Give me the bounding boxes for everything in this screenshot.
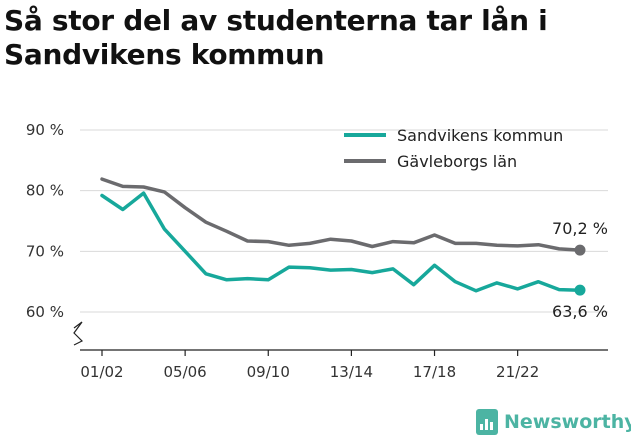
legend-label: Sandvikens kommun xyxy=(397,126,563,145)
x-tick-label: 09/10 xyxy=(247,363,290,381)
x-axis: 01/02 05/06 09/10 13/14 17/18 21/22 xyxy=(80,349,608,381)
series-lines xyxy=(100,177,586,296)
y-axis-labels: 90 % 80 % 70 % 60 % xyxy=(26,121,64,321)
x-tick-label: 05/06 xyxy=(164,363,207,381)
x-tick-label: 13/14 xyxy=(330,363,373,381)
chart-title: Så stor del av studenterna tar lån i San… xyxy=(4,4,548,71)
legend-label: Gävleborgs län xyxy=(397,152,517,171)
y-tick-label: 80 % xyxy=(26,182,64,200)
x-tick-label: 21/22 xyxy=(496,363,539,381)
x-tick-label: 01/02 xyxy=(80,363,123,381)
newsworthy-logo: Newsworthy xyxy=(476,406,631,438)
axis-break-icon xyxy=(73,321,84,346)
series-line-gavleborg xyxy=(100,177,582,252)
end-value-label: 70,2 % xyxy=(552,219,608,238)
x-tick-label: 17/18 xyxy=(413,363,456,381)
bar-chart-logo-icon xyxy=(476,409,498,435)
end-value-label: 63,6 % xyxy=(552,302,608,321)
brand-name: Newsworthy xyxy=(504,411,631,433)
y-tick-label: 60 % xyxy=(26,303,64,321)
series-end-point xyxy=(574,284,586,296)
y-tick-label: 70 % xyxy=(26,242,64,260)
series-end-point xyxy=(574,244,586,256)
y-tick-label: 90 % xyxy=(26,121,64,139)
legend: Sandvikens kommun Gävleborgs län xyxy=(344,126,563,171)
end-labels: 70,2 % 63,6 % xyxy=(552,219,608,321)
gridlines xyxy=(80,129,608,313)
series-line-sandviken xyxy=(100,191,582,293)
